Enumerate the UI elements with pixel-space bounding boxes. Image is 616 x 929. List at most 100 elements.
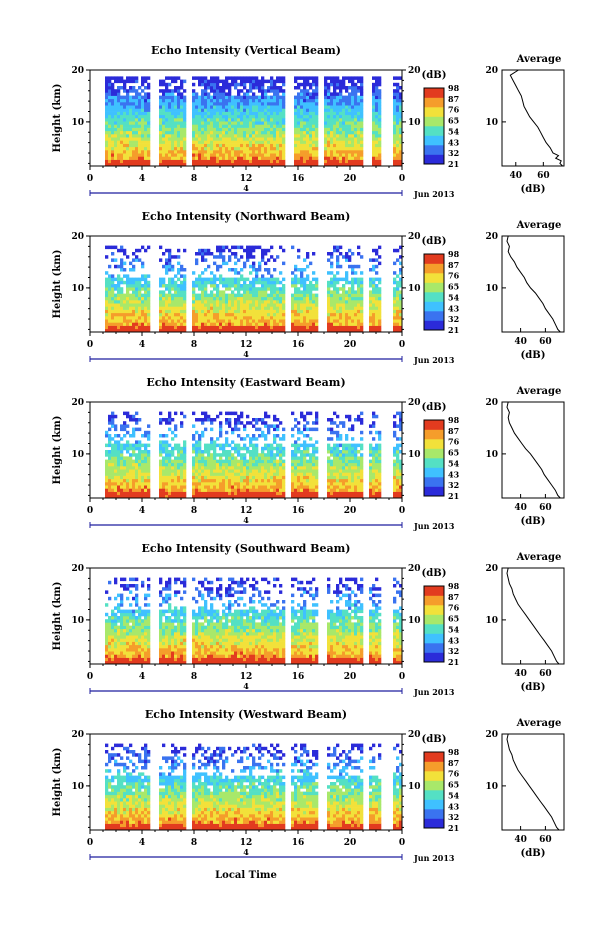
heatmap-cell [270,150,274,154]
heatmap-cell [144,316,148,320]
heatmap-cell [204,466,208,470]
heatmap-cell [372,137,376,141]
heatmap-cell [399,316,403,320]
heatmap-cell [114,296,118,301]
colorbar-tick-label: 65 [448,116,459,126]
heatmap-cell [279,312,283,317]
heatmap-cell [246,118,250,122]
heatmap-cell [300,121,304,125]
heatmap-cell [249,108,253,112]
heatmap-cell [324,102,328,106]
heatmap-cell [198,293,202,298]
heatmap-cell [228,459,232,464]
heatmap-cell [237,328,241,333]
heatmap-cell [231,150,235,154]
heatmap-cell [243,293,247,298]
heatmap-cell [207,118,211,122]
heatmap-cell [372,153,376,157]
average-title: Average [516,54,562,65]
heatmap-cell [201,466,205,470]
heatmap-cell [228,108,232,112]
heatmap-cell [168,156,172,160]
heatmap-cell [216,303,220,307]
heatmap-cell [264,121,268,125]
heatmap-cell [108,312,112,317]
heatmap-cell [375,143,379,148]
heatmap-cell [180,268,184,272]
heatmap-cell [306,287,310,291]
heatmap-cell [204,268,208,272]
heatmap-cell [372,325,376,330]
heatmap-cell [348,95,352,100]
heatmap-cell [114,130,118,135]
heatmap-cell [126,280,130,285]
heatmap-cell [246,309,250,314]
heatmap-cell [393,261,397,266]
heatmap-cell [372,316,376,320]
x-tick-label: 0 [87,340,93,350]
heatmap-cell [294,146,298,151]
heatmap-cell [135,121,139,125]
heatmap-cell [231,137,235,141]
heatmap-cell [345,150,349,154]
heatmap-cell [234,488,238,492]
heatmap-cell [234,111,238,116]
heatmap-cell [192,485,196,489]
heatmap-cell [264,134,268,138]
heatmap-cell [264,162,268,167]
heatmap-cell [201,130,205,135]
heatmap-cell [183,280,187,285]
heatmap-cell [123,494,127,499]
heatmap-cell [168,418,172,422]
heatmap-cell [132,494,136,499]
heatmap-cell [252,280,256,285]
heatmap-cell [360,319,364,323]
heatmap-cell [336,140,340,144]
heatmap-cell [276,319,280,323]
heatmap-cell [171,450,175,454]
heatmap-cell [219,475,223,480]
average-profile-line [506,235,561,333]
heatmap-cell [243,111,247,116]
heatmap-cell [183,450,187,454]
heatmap-cell [336,111,340,116]
heatmap-cell [312,153,316,157]
heatmap-cell [225,325,229,330]
heatmap-cell [147,478,151,483]
heatmap-cell [237,418,241,422]
heatmap-cell [111,488,115,492]
heatmap-cell [252,287,256,291]
heatmap-cell [135,472,139,476]
heatmap-cell [126,414,130,419]
heatmap-cell [375,300,379,304]
heatmap-cell [282,277,286,282]
heatmap-cell [159,114,163,119]
heatmap-cell [174,143,178,148]
heatmap-cell [276,79,280,84]
heatmap-cell [192,280,196,285]
heatmap-cell [117,319,121,323]
heatmap-cell [228,159,232,164]
heatmap-cell [309,300,313,304]
heatmap-cell [270,306,274,310]
heatmap-cell [297,306,301,310]
heatmap-cell [396,98,400,103]
heatmap-cell [135,146,139,151]
heatmap-cell [369,268,373,272]
heatmap-cell [243,482,247,486]
heatmap-cell [108,293,112,298]
heatmap-cell [171,459,175,464]
heatmap-cell [177,494,181,499]
heatmap-cell [135,466,139,470]
heatmap-cell [282,114,286,119]
heatmap-cell [357,76,361,80]
heatmap-cell [207,478,211,483]
heatmap-cell [231,453,235,457]
heatmap-cell [159,303,163,307]
heatmap-cell [213,482,217,486]
heatmap-cell [228,137,232,141]
heatmap-cell [204,485,208,489]
heatmap-cell [126,79,130,84]
heatmap-cell [234,456,238,460]
heatmap-cell [336,121,340,125]
